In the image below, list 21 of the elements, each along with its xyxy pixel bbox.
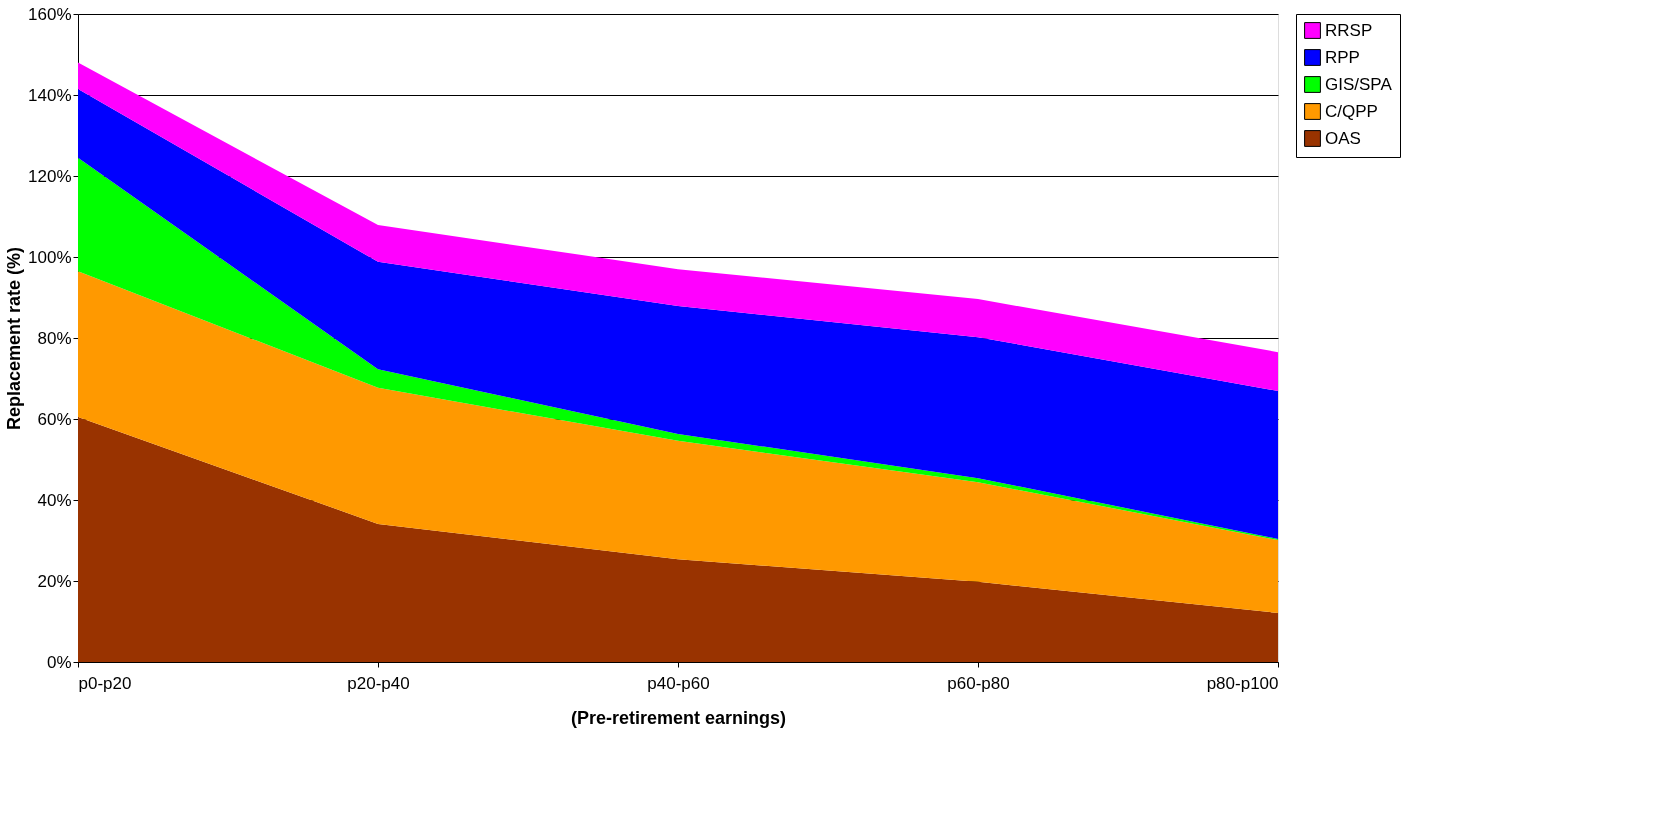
x-tick-label: p80-p100 (1206, 673, 1279, 693)
x-tick-label: p40-p60 (647, 673, 710, 693)
y-tick-label: 120% (28, 166, 72, 186)
y-tick-label: 160% (28, 4, 72, 24)
x-tick-label: p0-p20 (78, 673, 132, 693)
y-tick-label: 140% (28, 85, 72, 105)
y-tick-label: 0% (46, 652, 72, 672)
y-tick-label: 40% (37, 490, 72, 510)
y-tick-label: 80% (37, 328, 72, 348)
legend-label: RPP (1325, 47, 1360, 67)
y-tick-label: 20% (37, 571, 72, 591)
x-axis-title: (Pre-retirement earnings) (570, 707, 787, 728)
y-tick-label: 60% (37, 409, 72, 429)
legend-label: GIS/SPA (1325, 74, 1393, 94)
y-axis-title: Replacement rate (%) (4, 246, 25, 431)
x-tick-label: p20-p40 (347, 673, 410, 693)
legend-label: RRSP (1325, 20, 1373, 40)
y-tick-label: 100% (28, 247, 72, 267)
legend-label: OAS (1325, 128, 1361, 148)
x-tick-label: p60-p80 (947, 673, 1010, 693)
legend-label: C/QPP (1325, 101, 1378, 121)
